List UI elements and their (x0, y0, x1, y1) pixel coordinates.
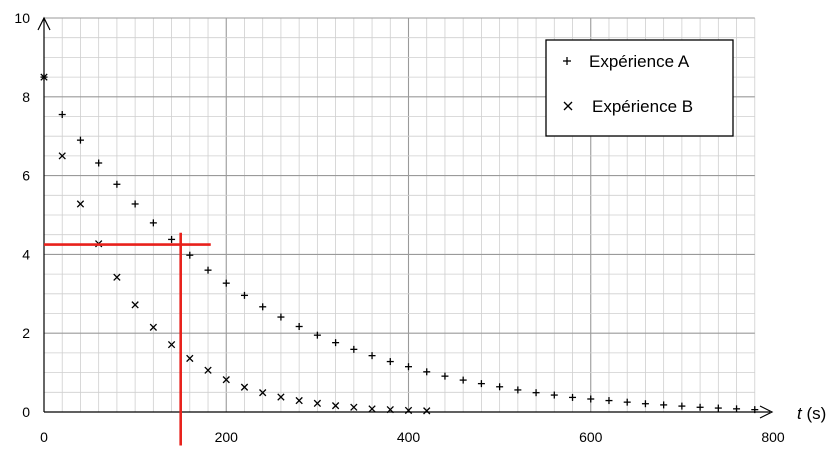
legend-marker-b (563, 101, 573, 111)
y-tick-label: 8 (22, 89, 30, 105)
point-experience-a (131, 200, 139, 208)
x-tick-labels: 0 200 400 600 800 (40, 429, 785, 445)
point-experience-b (404, 406, 413, 415)
point-experience-a (423, 368, 431, 376)
legend-marker-a (563, 57, 571, 65)
point-experience-b (240, 383, 249, 391)
point-experience-b (58, 152, 66, 160)
legend-box (545, 39, 734, 137)
point-experience-b (40, 73, 48, 81)
point-experience-a (113, 180, 121, 188)
point-experience-b (186, 354, 194, 363)
point-experience-a (76, 136, 84, 144)
point-experience-b (76, 200, 85, 208)
point-experience-b (386, 405, 394, 414)
point-experience-b (204, 366, 212, 374)
legend-marker-cross (563, 101, 573, 111)
point-experience-a (222, 279, 230, 287)
point-experience-a (204, 266, 212, 274)
point-experience-a (259, 303, 267, 311)
grid (44, 17, 756, 412)
x-axis-label: t (s) (797, 404, 826, 423)
point-experience-a (149, 219, 157, 227)
point-experience-a (386, 358, 394, 366)
point-experience-a (459, 376, 467, 384)
point-experience-b (149, 323, 158, 331)
point-experience-a (587, 395, 595, 403)
legend: Expérience A Expérience B (545, 39, 734, 137)
point-experience-a (58, 111, 66, 119)
point-experience-a (514, 386, 522, 394)
y-tick-label: 6 (22, 168, 30, 184)
point-experience-a (714, 404, 722, 412)
point-experience-a (240, 291, 248, 299)
point-experience-b (350, 403, 358, 411)
point-experience-b (277, 393, 285, 401)
point-experience-b (368, 405, 376, 413)
point-experience-b (131, 301, 139, 309)
data-points (40, 73, 759, 415)
point-experience-b (295, 396, 303, 405)
point-experience-a (350, 345, 358, 353)
y-tick-label: 0 (22, 404, 30, 420)
y-axis-arrow (37, 16, 51, 31)
y-tick-label: 10 (14, 10, 30, 26)
point-experience-b (423, 407, 431, 415)
x-tick-label: 0 (40, 429, 48, 445)
point-experience-a (405, 363, 412, 371)
point-experience-b (222, 376, 230, 384)
x-axis-arrow (759, 405, 774, 419)
point-experience-b (331, 402, 340, 410)
legend-label-a: Expérience A (589, 52, 690, 71)
point-experience-a (168, 235, 176, 243)
point-experience-b (313, 399, 322, 407)
point-experience-a (95, 159, 103, 167)
point-experience-a (441, 372, 449, 380)
x-tick-label: 800 (761, 429, 785, 445)
x-tick-label: 600 (579, 429, 603, 445)
point-experience-b (167, 340, 176, 349)
point-experience-a (641, 400, 649, 408)
red-annotation (44, 232, 211, 446)
point-experience-a (605, 397, 613, 405)
point-experience-a (696, 403, 704, 411)
point-experience-a (660, 401, 668, 409)
point-experience-a (532, 389, 540, 397)
y-tick-label: 4 (22, 246, 30, 262)
point-experience-a (751, 406, 759, 414)
point-experience-a (733, 405, 741, 413)
point-experience-a (368, 352, 376, 360)
point-experience-a (277, 313, 285, 321)
legend-label-b: Expérience B (592, 97, 693, 116)
point-experience-a (550, 391, 558, 399)
point-experience-a (623, 398, 631, 406)
x-tick-label: 400 (397, 429, 421, 445)
point-experience-b (113, 273, 121, 281)
legend-marker-plus (563, 57, 571, 65)
y-tick-labels: 0 2 4 6 8 10 (14, 10, 30, 420)
point-experience-b (259, 389, 267, 397)
point-experience-a (295, 323, 303, 331)
point-experience-a (477, 380, 485, 388)
x-tick-label: 200 (215, 429, 239, 445)
point-experience-a (496, 383, 504, 391)
point-experience-a (332, 339, 340, 347)
point-experience-a (678, 402, 686, 410)
point-experience-a (186, 251, 194, 259)
point-experience-a (569, 393, 577, 401)
point-experience-a (313, 331, 321, 339)
y-tick-label: 2 (22, 325, 30, 341)
